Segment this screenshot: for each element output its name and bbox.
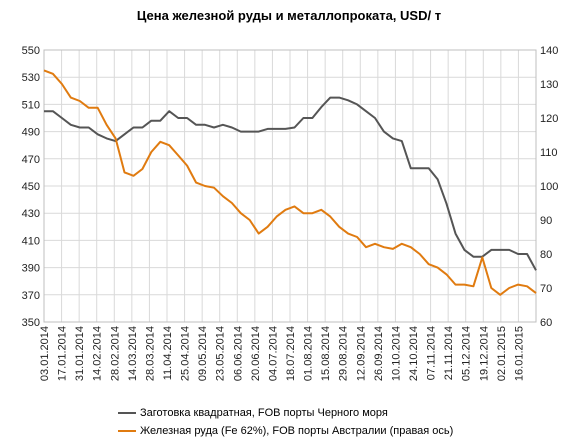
x-tick-label: 20.06.2014 xyxy=(250,326,262,381)
x-tick-label: 23.05.2014 xyxy=(215,326,227,381)
left-y-tick-label: 470 xyxy=(22,154,40,166)
x-tick-label: 09.05.2014 xyxy=(197,326,209,381)
x-tick-label: 19.12.2014 xyxy=(478,326,490,381)
plot-border xyxy=(43,49,537,323)
left-y-tick-label: 450 xyxy=(22,181,40,193)
legend-item-iron-ore: Железная руда (Fe 62%), FOB порты Австра… xyxy=(118,422,453,440)
legend-swatch-iron-ore xyxy=(118,430,136,432)
left-y-tick-label: 410 xyxy=(22,235,40,247)
x-tick-label: 14.02.2014 xyxy=(92,326,104,381)
x-tick-label: 07.11.2014 xyxy=(426,326,438,380)
right-y-tick-label: 120 xyxy=(540,113,558,125)
x-tick-label: 11.04.2014 xyxy=(162,326,174,380)
right-y-tick-label: 70 xyxy=(540,283,552,295)
x-tick-label: 04.07.2014 xyxy=(267,326,279,381)
x-tick-label: 05.12.2014 xyxy=(461,326,473,381)
left-y-tick-label: 550 xyxy=(22,45,40,57)
right-y-tick-label: 60 xyxy=(540,317,552,329)
x-tick-label: 26.09.2014 xyxy=(373,326,385,381)
legend-label-iron-ore: Железная руда (Fe 62%), FOB порты Австра… xyxy=(140,425,454,437)
x-tick-label: 31.01.2014 xyxy=(74,326,86,381)
chart-title: Цена железной руды и металлопроката, USD… xyxy=(136,8,442,23)
x-tick-label: 15.08.2014 xyxy=(320,326,332,381)
legend-swatch-billet xyxy=(118,412,136,414)
left-y-tick-label: 390 xyxy=(22,263,40,275)
series-line-iron-ore xyxy=(43,69,537,296)
x-tick-label: 28.02.2014 xyxy=(109,326,121,381)
x-tick-label: 29.08.2014 xyxy=(338,326,350,381)
left-y-tick-label: 350 xyxy=(22,317,40,329)
left-y-tick-label: 430 xyxy=(22,208,40,220)
legend-label-billet: Заготовка квадратная, FOB порты Черного … xyxy=(140,407,388,419)
x-tick-label: 01.08.2014 xyxy=(303,326,315,381)
left-y-tick-label: 490 xyxy=(22,127,40,139)
right-y-tick-label: 100 xyxy=(540,181,558,193)
right-y-tick-label: 90 xyxy=(540,215,552,227)
x-tick-label: 14.03.2014 xyxy=(127,326,139,381)
right-y-tick-label: 140 xyxy=(540,45,558,57)
x-tick-label: 28.03.2014 xyxy=(144,326,156,381)
x-tick-label: 17.01.2014 xyxy=(57,326,69,381)
right-y-tick-label: 130 xyxy=(540,79,558,91)
legend: Заготовка квадратная, FOB порты Черного … xyxy=(118,404,453,440)
left-y-tick-label: 510 xyxy=(22,99,40,111)
x-tick-label: 24.10.2014 xyxy=(408,326,420,381)
x-tick-label: 10.10.2014 xyxy=(390,326,402,381)
left-y-tick-label: 370 xyxy=(22,290,40,302)
x-tick-label: 12.09.2014 xyxy=(355,326,367,381)
right-y-tick-label: 110 xyxy=(540,147,558,159)
x-tick-label: 18.07.2014 xyxy=(285,326,297,381)
series-line-billet xyxy=(44,96,537,271)
right-y-tick-label: 80 xyxy=(540,249,552,261)
x-tick-label: 25.04.2014 xyxy=(180,326,192,381)
legend-item-billet: Заготовка квадратная, FOB порты Черного … xyxy=(118,404,453,422)
left-y-tick-label: 530 xyxy=(22,72,40,84)
x-tick-label: 21.11.2014 xyxy=(443,326,455,380)
x-tick-label: 06.06.2014 xyxy=(232,326,244,381)
x-tick-label: 03.01.2014 xyxy=(39,326,51,381)
x-tick-label: 16.01.2015 xyxy=(513,326,525,381)
x-tick-label: 02.01.2015 xyxy=(496,326,508,381)
